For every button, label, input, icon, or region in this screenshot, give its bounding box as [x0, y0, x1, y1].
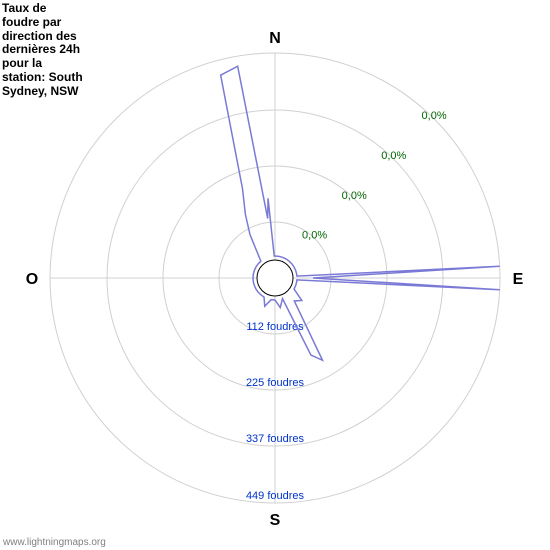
ring-label-pct: 0,0% [381, 150, 406, 162]
compass-s: S [270, 512, 281, 529]
compass-e: E [513, 271, 524, 288]
ring-label-pct: 0,0% [422, 110, 447, 122]
compass-w: O [26, 271, 38, 288]
ring-label-pct: 0,0% [342, 190, 367, 202]
hub [257, 260, 293, 296]
ring-label-pct: 0,0% [302, 229, 327, 241]
ring-label-strikes: 449 foudres [246, 490, 305, 502]
polar-chart: 112 foudres225 foudres337 foudres449 fou… [0, 0, 550, 550]
ring-label-strikes: 225 foudres [246, 377, 305, 389]
ring-label-strikes: 337 foudres [246, 433, 305, 445]
compass-n: N [269, 30, 281, 47]
